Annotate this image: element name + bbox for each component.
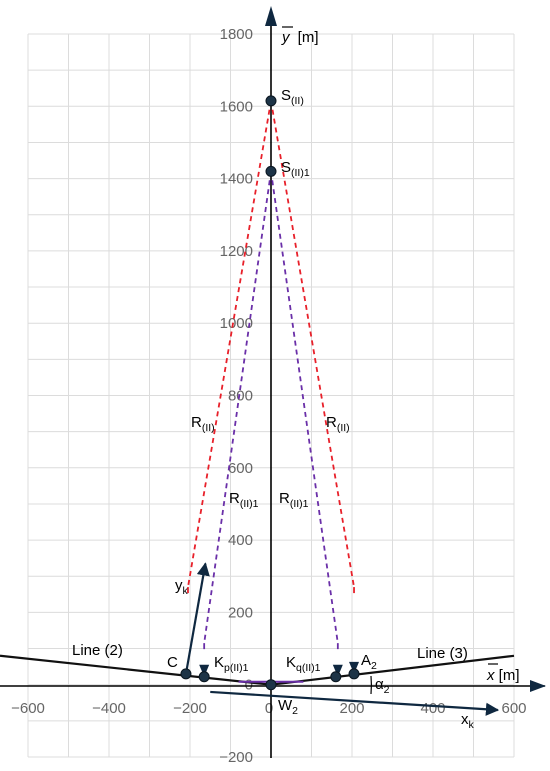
y-tick-label: 1600 xyxy=(220,98,253,115)
point-label-S2: S(II) xyxy=(281,87,304,107)
x-tick-label: −600 xyxy=(11,700,45,717)
point-label-Kp: Kp(II)1 xyxy=(214,654,249,674)
arrow-head xyxy=(349,661,360,674)
y-axis-label: y [m] xyxy=(281,29,319,46)
point-S21 xyxy=(265,165,277,177)
line-3-label: Line (3) xyxy=(417,645,468,662)
radius-line-R2_right xyxy=(270,100,355,588)
y-axis-arrow xyxy=(265,6,277,26)
y-tick-label: 1000 xyxy=(220,315,253,332)
point-label-C: C xyxy=(167,654,178,671)
y-tick-label: 800 xyxy=(228,388,253,405)
line-line3 xyxy=(270,654,515,686)
r21-left-label: R(II)1 xyxy=(229,490,259,510)
x-tick-label: −400 xyxy=(92,700,126,717)
r2-right-label: R(II) xyxy=(326,414,350,434)
y-tick-label: −200 xyxy=(219,749,253,766)
point-Kq xyxy=(330,671,342,683)
y-tick-label: 200 xyxy=(228,604,253,621)
arrow-head xyxy=(199,664,210,677)
x-axis-label: x [m] xyxy=(486,667,520,684)
point-W2 xyxy=(265,679,277,691)
point-Kp xyxy=(198,671,210,683)
xk-label: xk xyxy=(461,711,475,731)
points xyxy=(180,95,360,691)
y-tick-label: 600 xyxy=(228,460,253,477)
x-axis-arrow xyxy=(530,680,546,692)
point-label-Kq: Kq(II)1 xyxy=(286,654,321,674)
x-tick-label: 0 xyxy=(265,700,273,717)
lines xyxy=(0,562,515,716)
x-tick-label: 600 xyxy=(501,700,526,717)
x-tick-label: 200 xyxy=(339,700,364,717)
y-tick-label: 1400 xyxy=(220,171,253,188)
point-A2 xyxy=(348,668,360,680)
y-tick-label: 1200 xyxy=(220,243,253,260)
radius-lines xyxy=(187,100,360,677)
point-label-S21: S(II)1 xyxy=(281,159,310,179)
arrow-head xyxy=(332,664,343,677)
r2-left-label: R(II) xyxy=(191,414,215,434)
point-S2 xyxy=(265,95,277,107)
line-line2 xyxy=(0,654,272,686)
line-xk_axis xyxy=(210,690,500,716)
radius-line-R21_left xyxy=(203,171,272,644)
radius-line-R21_right xyxy=(270,171,339,644)
x-tick-label: −200 xyxy=(173,700,207,717)
angle-label: α2 xyxy=(375,676,390,696)
point-label-A2: A2 xyxy=(361,652,377,672)
line-2-label: Line (2) xyxy=(72,642,123,659)
yk-label: yk xyxy=(175,577,189,597)
radius-line-R2_left xyxy=(187,100,272,588)
y-tick-label: 400 xyxy=(228,532,253,549)
y-tick-label: 1800 xyxy=(220,26,253,43)
tick-labels: −200 0 200 400 600 800 1000 1200 1400 1600 1800 −60… xyxy=(11,26,526,766)
x-tick-label: 400 xyxy=(420,700,445,717)
point-label-W2: W2 xyxy=(278,697,298,717)
r21-right-label: R(II)1 xyxy=(279,490,309,510)
line-yk_axis xyxy=(184,562,210,675)
point-C xyxy=(180,668,192,680)
